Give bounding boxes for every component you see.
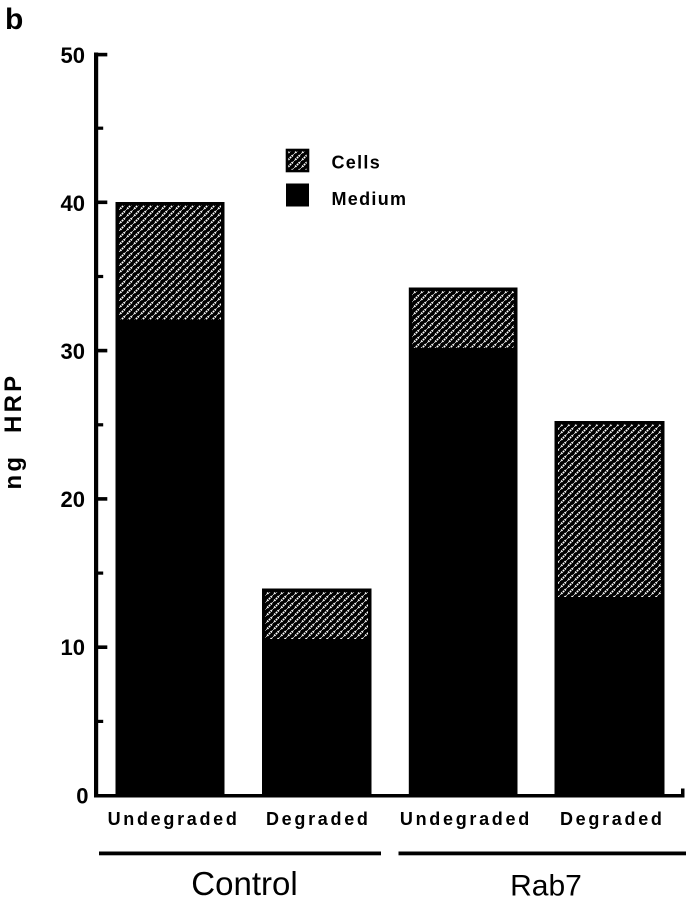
svg-text:30: 30: [61, 339, 85, 364]
svg-text:Rab7: Rab7: [510, 870, 582, 899]
svg-text:20: 20: [61, 487, 85, 512]
svg-text:b: b: [5, 3, 23, 36]
svg-text:Medium: Medium: [332, 189, 408, 209]
svg-text:ng HRP: ng HRP: [0, 373, 27, 490]
svg-text:0: 0: [76, 784, 88, 809]
svg-text:Cells: Cells: [332, 153, 382, 173]
svg-text:Degraded: Degraded: [266, 809, 371, 829]
svg-text:10: 10: [61, 635, 85, 660]
svg-text:Control: Control: [191, 865, 297, 899]
svg-text:50: 50: [61, 43, 85, 68]
svg-text:Degraded: Degraded: [560, 809, 665, 829]
svg-text:Undegraded: Undegraded: [400, 809, 532, 829]
svg-text:40: 40: [61, 191, 85, 216]
svg-text:Undegraded: Undegraded: [108, 809, 240, 829]
